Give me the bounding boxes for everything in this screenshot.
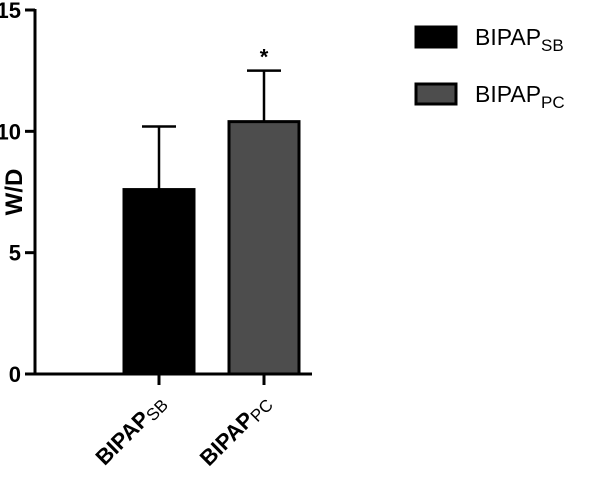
x-tick-label-main: BIPAP <box>195 407 259 471</box>
bars: * <box>122 45 301 376</box>
legend-label: BIPAPSB <box>475 24 564 55</box>
x-tick-label: BIPAPSB <box>90 390 172 472</box>
y-tick-label: 5 <box>9 241 21 266</box>
legend-label: BIPAPPC <box>475 81 565 112</box>
legend-swatch <box>414 25 458 49</box>
significance-annotation: * <box>260 45 269 70</box>
y-tick-label: 10 <box>0 119 21 144</box>
legend-label-main: BIPAP <box>475 81 541 107</box>
bar <box>227 120 301 376</box>
y-tick-label: 15 <box>0 0 21 23</box>
x-tick-label-main: BIPAP <box>90 406 154 470</box>
legend-label-main: BIPAP <box>475 24 541 50</box>
legend-label-sub: PC <box>541 93 565 112</box>
bar <box>122 188 196 376</box>
y-tick-label: 0 <box>9 362 21 387</box>
y-axis-title: W/D <box>1 169 28 216</box>
x-tick-label: BIPAPPC <box>195 390 277 472</box>
legend-label-sub: SB <box>541 36 564 55</box>
legend-swatch <box>414 82 458 106</box>
